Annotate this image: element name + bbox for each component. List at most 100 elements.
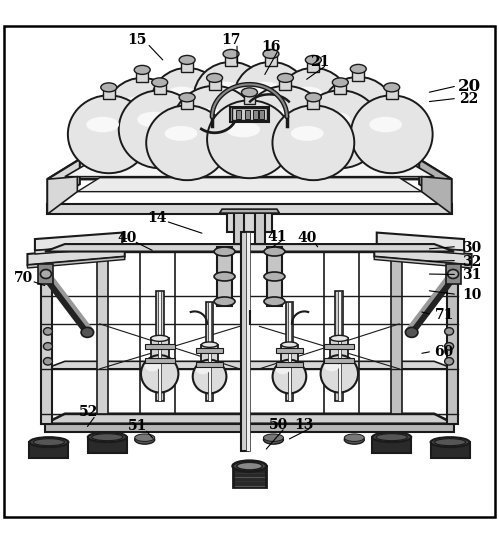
Bar	[276, 348, 303, 352]
Ellipse shape	[207, 100, 292, 178]
Bar	[217, 247, 232, 306]
Polygon shape	[65, 161, 434, 176]
Bar	[324, 358, 354, 363]
Ellipse shape	[277, 68, 349, 136]
Ellipse shape	[264, 247, 285, 256]
Ellipse shape	[86, 117, 119, 132]
Polygon shape	[45, 361, 454, 369]
Ellipse shape	[135, 435, 155, 444]
Bar	[276, 362, 303, 367]
Ellipse shape	[291, 126, 324, 141]
Bar	[29, 442, 68, 458]
Bar	[245, 110, 250, 119]
Ellipse shape	[151, 336, 169, 342]
Polygon shape	[422, 176, 452, 214]
Bar	[288, 302, 291, 401]
Text: 14: 14	[147, 211, 167, 225]
Ellipse shape	[277, 73, 293, 83]
Ellipse shape	[40, 269, 51, 279]
Ellipse shape	[167, 86, 196, 100]
Ellipse shape	[321, 355, 358, 393]
Ellipse shape	[191, 108, 225, 124]
Ellipse shape	[151, 68, 223, 136]
Text: 15: 15	[128, 34, 147, 47]
Ellipse shape	[445, 343, 454, 350]
Ellipse shape	[101, 83, 117, 92]
Bar	[431, 442, 470, 458]
Ellipse shape	[372, 432, 411, 442]
Ellipse shape	[263, 49, 279, 59]
Ellipse shape	[137, 112, 170, 128]
Bar	[88, 437, 127, 453]
Bar	[253, 110, 258, 119]
Ellipse shape	[214, 272, 235, 281]
Ellipse shape	[134, 65, 150, 74]
Ellipse shape	[151, 365, 169, 371]
Text: 16: 16	[261, 40, 280, 54]
Bar	[352, 70, 364, 81]
Bar	[279, 79, 291, 90]
Polygon shape	[220, 209, 279, 213]
Ellipse shape	[299, 90, 381, 168]
Ellipse shape	[145, 361, 160, 371]
Ellipse shape	[350, 65, 366, 73]
Ellipse shape	[234, 62, 308, 134]
Ellipse shape	[272, 105, 354, 180]
Ellipse shape	[281, 342, 297, 348]
Bar	[334, 84, 346, 94]
Ellipse shape	[179, 93, 195, 102]
Bar	[196, 362, 223, 367]
Polygon shape	[27, 256, 125, 268]
Bar	[391, 249, 402, 414]
Polygon shape	[27, 245, 125, 265]
Ellipse shape	[179, 55, 195, 65]
Polygon shape	[45, 244, 454, 251]
Ellipse shape	[43, 327, 52, 335]
Polygon shape	[374, 256, 472, 268]
Ellipse shape	[194, 62, 268, 134]
Text: 70: 70	[14, 271, 33, 285]
Ellipse shape	[214, 247, 235, 256]
Text: 71: 71	[435, 308, 454, 323]
Ellipse shape	[405, 327, 418, 337]
Polygon shape	[47, 204, 452, 214]
Bar	[158, 292, 161, 401]
Bar	[255, 212, 265, 244]
Bar	[234, 212, 244, 244]
Ellipse shape	[369, 117, 402, 132]
Bar	[338, 292, 341, 401]
Bar	[38, 264, 53, 284]
Ellipse shape	[193, 359, 227, 393]
Ellipse shape	[33, 439, 64, 446]
Text: 22: 22	[460, 92, 479, 106]
Ellipse shape	[305, 93, 321, 102]
Bar	[386, 89, 398, 99]
Polygon shape	[35, 244, 122, 254]
Ellipse shape	[330, 336, 348, 342]
Bar	[241, 231, 248, 451]
Bar	[103, 89, 115, 99]
Bar	[246, 231, 250, 451]
Ellipse shape	[263, 435, 283, 444]
Bar	[233, 466, 266, 487]
Bar	[206, 302, 213, 401]
Ellipse shape	[344, 434, 364, 441]
Ellipse shape	[338, 96, 367, 109]
Ellipse shape	[29, 437, 68, 447]
Bar	[202, 345, 218, 371]
Text: 50: 50	[269, 418, 288, 432]
Bar	[230, 107, 269, 122]
Text: 13: 13	[295, 418, 314, 432]
Bar	[335, 292, 343, 401]
Polygon shape	[45, 424, 454, 432]
Polygon shape	[47, 176, 77, 214]
Bar	[286, 302, 293, 401]
Bar	[324, 344, 354, 349]
Ellipse shape	[272, 359, 306, 393]
Ellipse shape	[293, 86, 322, 100]
Bar	[181, 98, 193, 109]
Ellipse shape	[262, 108, 296, 124]
Bar	[181, 61, 193, 72]
Ellipse shape	[43, 343, 52, 350]
Text: 40: 40	[297, 231, 316, 245]
